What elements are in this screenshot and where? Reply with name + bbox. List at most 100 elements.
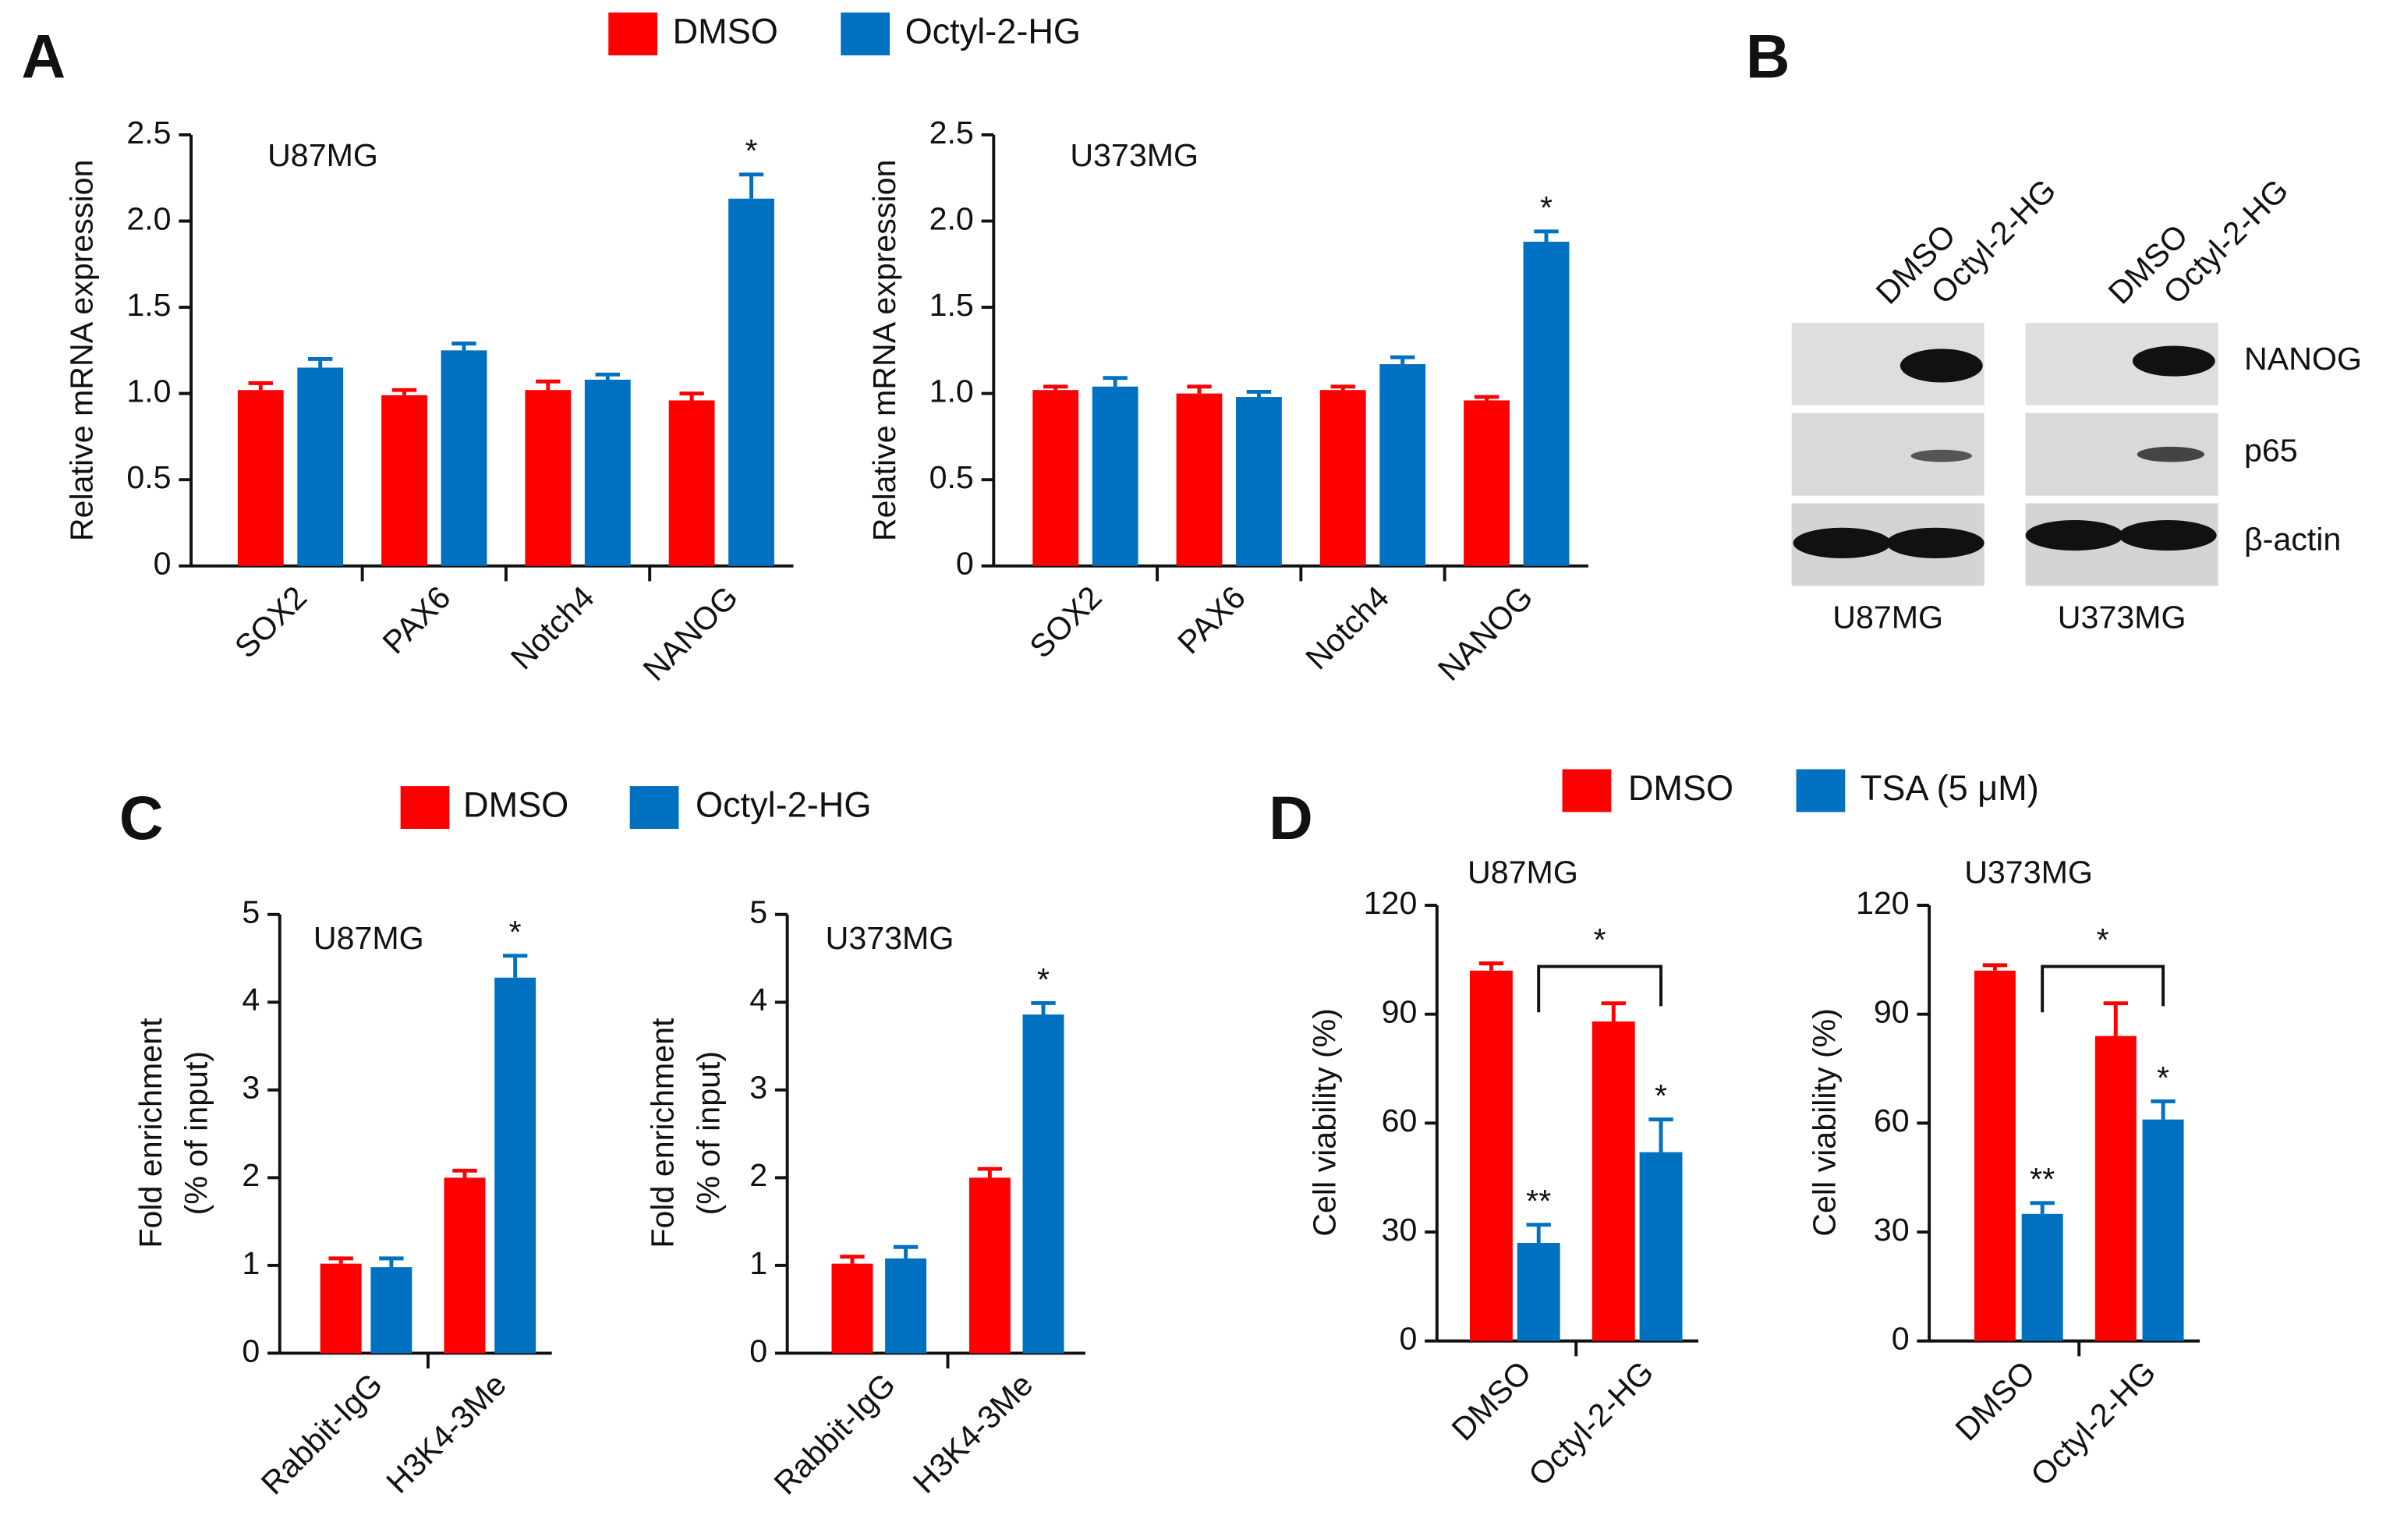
- x-tick-label: Rabbit-IgG: [254, 1366, 389, 1501]
- bracket: [2041, 965, 2165, 1013]
- y-tick-label: 2.5: [929, 115, 974, 150]
- bar: [1974, 970, 2016, 1341]
- bar: [728, 198, 774, 566]
- y-tick-label: 2: [749, 1157, 767, 1193]
- bar: [2094, 1036, 2137, 1341]
- bar: [441, 350, 487, 566]
- bar: [1517, 1243, 1560, 1341]
- bracket: [1537, 965, 1662, 1013]
- y-axis-label: (% of input): [179, 1051, 214, 1215]
- blot-band: [1793, 527, 1892, 558]
- bar: [2021, 1213, 2063, 1341]
- error-bar: [452, 1168, 477, 1178]
- error-bar: [1103, 376, 1128, 387]
- error-bar: [1187, 384, 1212, 394]
- blot: DMSO Octyl-2-HG DMSO Octyl-2-HG NANOG p6…: [1791, 172, 2362, 635]
- blot-band: [1900, 349, 1983, 383]
- bar: [1236, 397, 1282, 566]
- legend-swatch: [1562, 769, 1612, 812]
- y-tick-label: 120: [1856, 885, 1910, 921]
- y-tick-label: 120: [1364, 885, 1418, 921]
- y-axis-label: Cell viability (%): [1307, 1008, 1343, 1237]
- y-tick-label: 90: [1382, 994, 1418, 1030]
- error-bar: [1648, 1117, 1673, 1152]
- y-tick-label: 1: [242, 1245, 260, 1281]
- error-bar: [1390, 355, 1415, 365]
- chart-title: U87MG: [313, 920, 424, 956]
- x-tick-label: SOX2: [228, 579, 313, 665]
- panel-label: B: [1746, 23, 1790, 91]
- bar: [831, 1263, 873, 1354]
- y-tick-label: 0: [749, 1333, 767, 1368]
- x-tick-label: NANOG: [1431, 579, 1539, 688]
- error-bar: [1330, 384, 1355, 391]
- blot-band: [1886, 527, 1985, 558]
- blot-band: [2025, 519, 2124, 551]
- error-bar: [1031, 1000, 1056, 1015]
- significance-label: *: [509, 914, 522, 950]
- x-tick-label: Notch4: [504, 579, 601, 677]
- bar: [1379, 364, 1426, 566]
- x-tick-label: H3K4-3Me: [379, 1366, 513, 1500]
- panel-label: C: [119, 784, 164, 852]
- bar: [1092, 386, 1138, 566]
- blot-band: [2132, 345, 2215, 377]
- bracket-label: *: [1594, 922, 1606, 958]
- x-tick-label: PAX6: [1170, 579, 1252, 661]
- error-bar: [1043, 384, 1068, 391]
- bar: [297, 367, 344, 566]
- y-tick-label: 3: [749, 1070, 767, 1106]
- blot-band: [1910, 449, 1972, 462]
- y-tick-label: 0: [1399, 1321, 1417, 1357]
- y-tick-label: 60: [1382, 1103, 1418, 1138]
- bar: [885, 1258, 927, 1354]
- bar: [370, 1267, 412, 1354]
- y-axis-label: Cell viability (%): [1807, 1008, 1843, 1237]
- error-bar: [1601, 1001, 1626, 1021]
- legend-swatch: [608, 12, 657, 55]
- blot-cell-line: U373MG: [2058, 599, 2186, 635]
- error-bar: [738, 172, 764, 199]
- error-bar: [1246, 389, 1272, 398]
- y-tick-label: 1.5: [929, 287, 974, 323]
- significance-label: **: [1526, 1183, 1551, 1219]
- legend-label: DMSO: [673, 11, 778, 51]
- significance-label: *: [1037, 961, 1050, 997]
- y-tick-label: 1: [749, 1245, 767, 1281]
- error-bar: [1526, 1223, 1551, 1244]
- bar: [1592, 1021, 1635, 1341]
- legend-swatch: [400, 786, 450, 829]
- bar: [968, 1177, 1011, 1354]
- bar: [668, 400, 715, 566]
- legend-swatch: [1796, 769, 1846, 812]
- error-bar: [595, 372, 620, 380]
- error-bar: [248, 381, 273, 391]
- bar: [1469, 970, 1513, 1341]
- bar: [525, 390, 572, 566]
- error-bar: [1474, 395, 1499, 401]
- y-axis-label: Fold enrichment: [645, 1018, 681, 1248]
- y-tick-label: 5: [749, 894, 767, 930]
- error-bar: [536, 379, 561, 391]
- y-tick-label: 60: [1874, 1103, 1910, 1138]
- legend-label: DMSO: [463, 784, 568, 824]
- y-tick-label: 3: [242, 1070, 260, 1106]
- y-axis-label: Relative mRNA expression: [866, 160, 902, 542]
- x-tick-label: DMSO: [1949, 1354, 2042, 1448]
- y-tick-label: 30: [1874, 1212, 1910, 1248]
- x-tick-label: PAX6: [376, 579, 458, 661]
- y-axis-label: Fold enrichment: [133, 1018, 168, 1248]
- chart-title: U373MG: [1964, 855, 2093, 890]
- significance-label: *: [1540, 189, 1553, 225]
- bar: [444, 1177, 486, 1354]
- error-bar: [2151, 1099, 2176, 1120]
- y-axis-label: (% of input): [690, 1051, 726, 1215]
- bar: [1319, 390, 1366, 566]
- legend-swatch: [841, 12, 890, 55]
- bar: [1176, 393, 1223, 566]
- y-tick-label: 4: [749, 982, 767, 1018]
- y-tick-label: 0: [242, 1333, 260, 1368]
- bar: [237, 390, 284, 566]
- y-tick-label: 0: [956, 546, 974, 582]
